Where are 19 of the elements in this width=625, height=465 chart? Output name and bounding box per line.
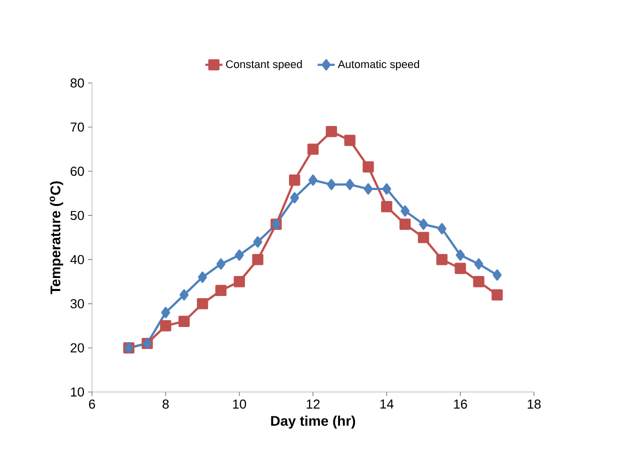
y-axis-title: Temperature ($^{o}$C) — [50, 181, 64, 294]
x-tick-label: 14 — [380, 400, 394, 408]
y-tick-label: 70 — [70, 122, 84, 132]
legend-label: Constant speed — [226, 60, 302, 70]
y-tick-label: 50 — [70, 210, 84, 220]
y-tick-label: 10 — [71, 387, 84, 397]
y-tick-label: 80 — [70, 78, 84, 88]
x-tick-label: 8 — [162, 400, 169, 409]
x-tick-label: 6 — [89, 400, 96, 409]
x-tick-label: 10 — [233, 400, 246, 409]
x-axis-title: Day time (hr) — [271, 416, 356, 429]
x-tick-label: 18 — [528, 400, 541, 409]
y-tick-label: 20 — [70, 343, 84, 352]
y-tick-label: 30 — [70, 299, 84, 308]
y-tick-label: 40 — [70, 254, 84, 264]
legend-label: Automatic speed — [338, 60, 420, 70]
x-tick-label: 12 — [306, 400, 320, 409]
x-tick-label: 16 — [454, 400, 467, 409]
y-tick-label: 60 — [70, 166, 84, 176]
